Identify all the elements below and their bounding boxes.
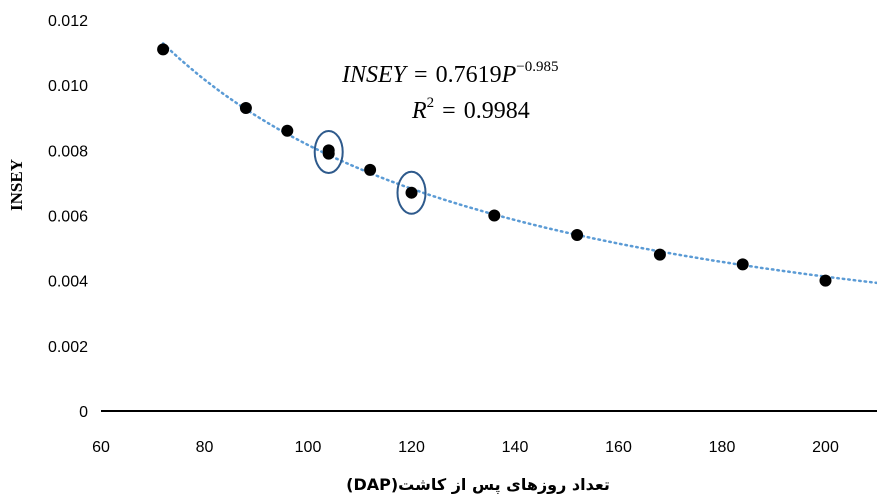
equation-equals: = xyxy=(414,62,428,88)
x-axis-label: تعداد روزهای پس از کاشت(DAP) xyxy=(346,475,610,495)
equation-lhs: INSEY xyxy=(341,62,409,88)
equation-line-1: INSEY = 0.7619P−0.985 xyxy=(341,59,558,88)
data-points xyxy=(157,43,832,287)
equation-line-2: R2 = 0.9984 xyxy=(411,95,530,124)
x-tick-label: 60 xyxy=(92,439,110,456)
data-point xyxy=(571,229,584,242)
r2-equals: = xyxy=(442,98,456,124)
x-tick-label: 160 xyxy=(605,439,632,456)
x-tick-label: 140 xyxy=(502,439,529,456)
r2-value: 0.9984 xyxy=(464,98,530,124)
data-point xyxy=(322,147,335,160)
r2-lhs: R xyxy=(411,98,427,124)
y-tick-label: 0.006 xyxy=(48,209,88,226)
y-tick-label: 0.004 xyxy=(48,274,88,291)
x-tick-labels: 60 80 100 120 140 160 180 200 xyxy=(92,439,839,456)
x-tick-label: 100 xyxy=(295,439,322,456)
data-point xyxy=(281,124,294,137)
y-tick-label: 0 xyxy=(79,404,88,421)
highlight-ellipse xyxy=(396,170,427,215)
y-axis-label: INSEY xyxy=(7,159,26,211)
equation-var: P xyxy=(501,62,517,88)
data-point xyxy=(736,258,749,271)
data-point xyxy=(364,163,377,176)
r2-exponent: 2 xyxy=(427,95,435,111)
y-tick-label: 0.002 xyxy=(48,339,88,356)
y-tick-label: 0.008 xyxy=(48,143,88,160)
x-tick-label: 180 xyxy=(709,439,736,456)
equation-exponent: −0.985 xyxy=(516,59,558,75)
highlight-ellipse xyxy=(313,129,344,174)
data-point xyxy=(405,186,418,199)
data-point xyxy=(239,101,252,114)
y-tick-label: 0.010 xyxy=(48,78,88,95)
highlight-ellipses xyxy=(313,129,427,215)
data-point xyxy=(157,43,170,56)
trendline xyxy=(161,42,877,285)
data-point xyxy=(819,274,832,287)
equation-coef: 0.7619 xyxy=(436,62,502,88)
x-tick-label: 200 xyxy=(812,439,839,456)
y-tick-label: 0.012 xyxy=(48,13,88,30)
data-point xyxy=(488,209,501,222)
x-tick-label: 80 xyxy=(196,439,214,456)
y-tick-labels: 0 0.002 0.004 0.006 0.008 0.010 0.012 xyxy=(48,13,88,421)
x-tick-label: 120 xyxy=(398,439,425,456)
data-point xyxy=(653,248,666,261)
